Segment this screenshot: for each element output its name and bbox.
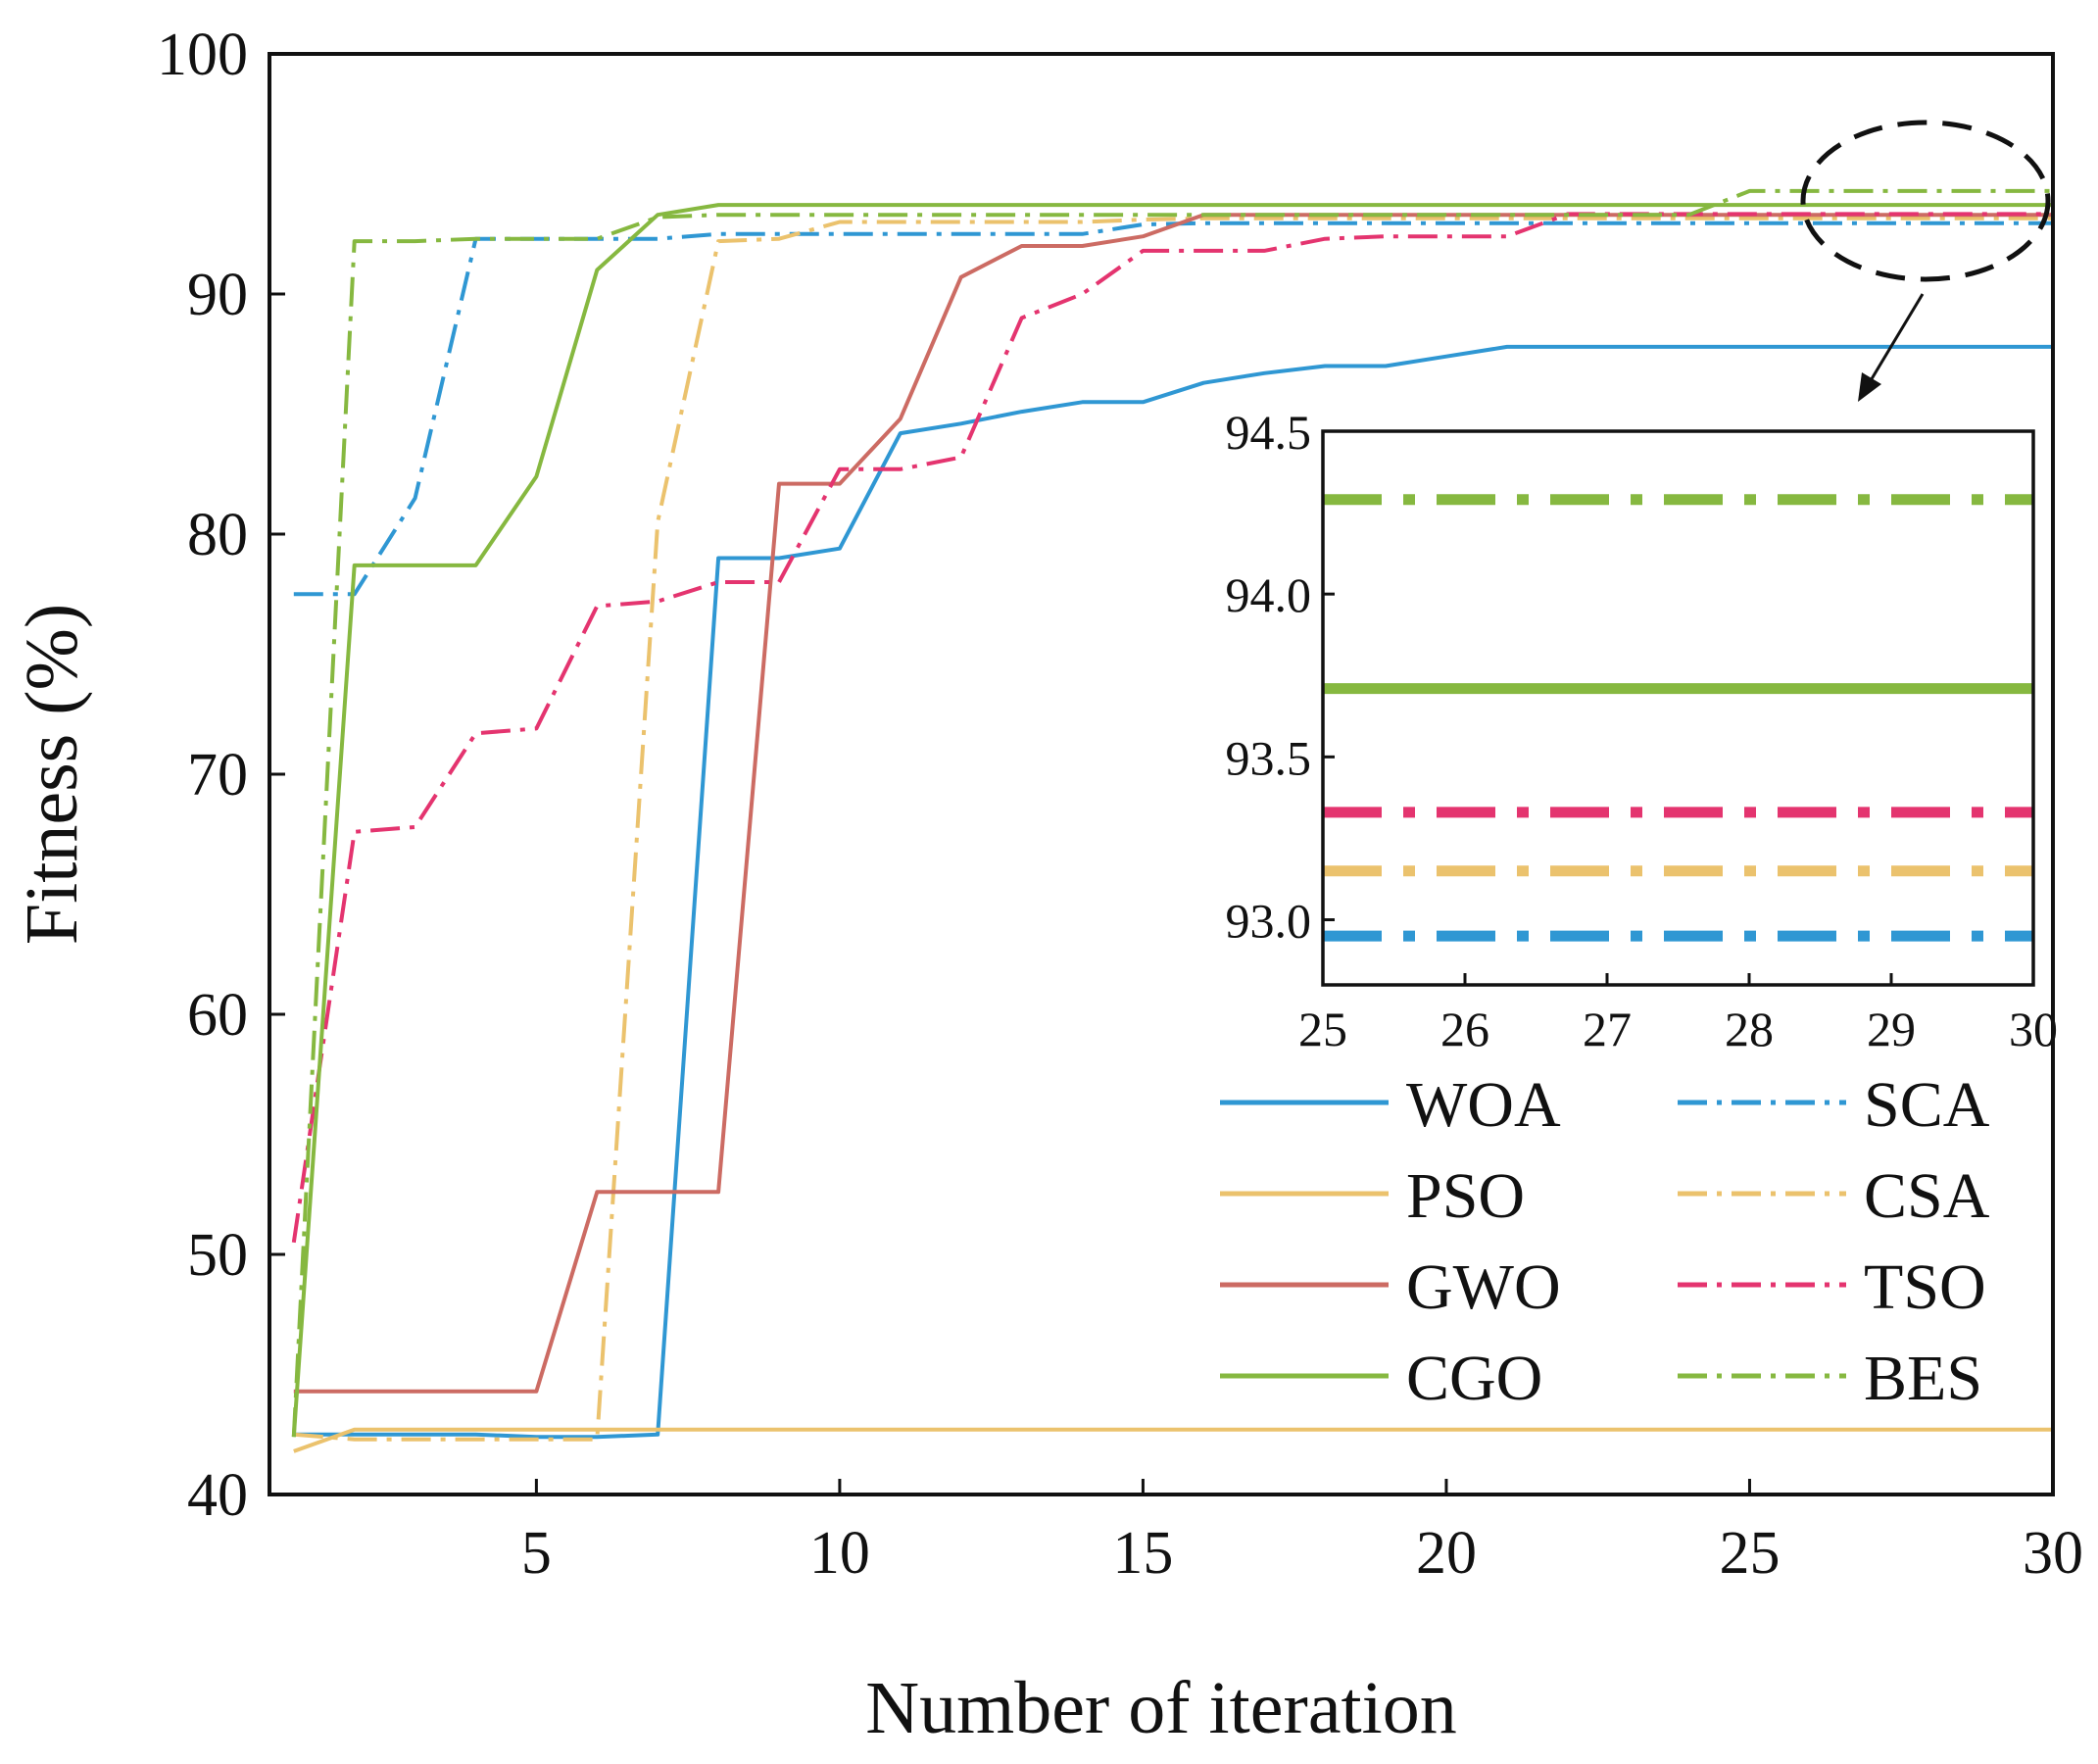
legend-label-cgo: CGO [1406,1343,1542,1414]
y-tick-label: 60 [187,982,248,1049]
series-line-gwo [293,213,2053,1394]
main-plot-series [291,188,2053,1453]
inset-y-tick-label: 94.5 [1226,405,1312,460]
legend-label-woa: WOA [1406,1069,1561,1141]
inset-x-tick-label: 28 [1725,1002,1774,1056]
y-tick-label: 40 [187,1462,248,1529]
x-tick-label: 10 [809,1520,870,1587]
inset-y-tick-label: 94.0 [1226,567,1312,622]
legend-label-bes: BES [1864,1343,1982,1414]
inset-y-tick-label: 93.0 [1226,894,1312,949]
inset-x-tick-label: 25 [1298,1002,1347,1056]
legend-label-pso: PSO [1406,1160,1525,1232]
series-line-woa [293,344,2053,1440]
y-tick-label: 100 [157,22,248,88]
main-axis-ticks: 5 10 15 20 25 30 40 50 60 70 80 90 100 [157,22,2083,1587]
inset-x-tick-label: 30 [2009,1002,2058,1056]
zoom-ellipse [1800,120,2051,282]
x-axis-title: Number of iteration [865,1667,1457,1749]
x-tick-label: 5 [521,1520,552,1587]
y-tick-label: 50 [187,1222,248,1289]
legend-label-sca: SCA [1864,1069,1990,1141]
series-line-cgo [291,203,2053,1438]
y-tick-label: 90 [187,262,248,328]
legend-label-tso: TSO [1864,1251,1986,1323]
legend-label-gwo: GWO [1406,1251,1561,1323]
series-line-csa [293,216,2053,1442]
y-tick-label: 80 [187,502,248,568]
y-axis-title: Fitness (%) [11,604,93,945]
series-line-pso [293,1427,2053,1453]
series-line-bes [291,188,2053,1438]
legend: WOA SCA PSO CSA GWO TSO CGO BES [1220,1069,1990,1414]
inset-frame [1321,429,2035,987]
inset-plot: 25 26 27 28 29 30 93.0 93.5 94.0 94.5 [1226,405,2059,1056]
zoom-arrow-head [1858,372,1881,402]
zoom-region-marker [1800,120,2051,402]
inset-x-tick-label: 26 [1440,1002,1489,1056]
inset-background [1323,431,2033,985]
inset-x-tick-label: 27 [1583,1002,1632,1056]
x-tick-label: 25 [1719,1520,1780,1587]
x-tick-label: 20 [1416,1520,1477,1587]
inset-y-tick-label: 93.5 [1226,730,1312,785]
legend-label-csa: CSA [1864,1160,1990,1232]
inset-x-tick-label: 29 [1867,1002,1916,1056]
inset-axis-ticks: 25 26 27 28 29 30 93.0 93.5 94.0 94.5 [1226,405,2059,1056]
x-tick-label: 15 [1112,1520,1173,1587]
series-line-tso [291,212,2053,1244]
y-tick-label: 70 [187,742,248,808]
inset-series [1323,494,2033,942]
zoom-arrow-line [1868,293,1925,383]
x-tick-label: 30 [2023,1520,2083,1587]
